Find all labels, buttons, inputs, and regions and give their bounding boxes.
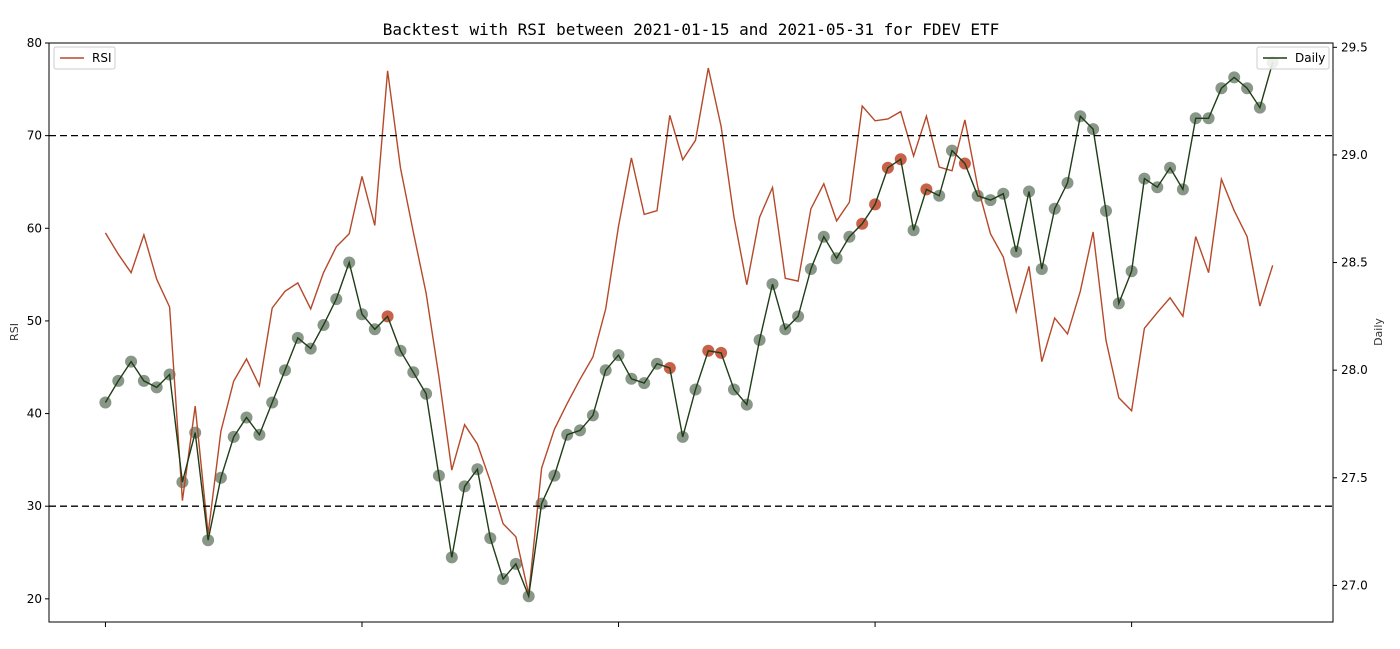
right-tick-label: 28.5 <box>1341 256 1368 270</box>
right-axis-ticks: 27.0 27.5 28.0 28.5 29.0 29.5 <box>1333 40 1368 592</box>
right-tick-label: 27.5 <box>1341 471 1368 485</box>
left-tick-label: 50 <box>27 314 42 328</box>
left-axis-ticks: 20 30 40 50 60 70 80 <box>27 36 49 606</box>
left-tick-label: 40 <box>27 407 42 421</box>
series-lines <box>104 62 1274 599</box>
chart-title: Backtest with RSI between 2021-01-15 and… <box>383 20 1000 39</box>
right-tick-label: 27.0 <box>1341 578 1368 592</box>
legend-rsi-label: RSI <box>92 51 112 65</box>
legend-daily-box <box>1256 46 1330 70</box>
plot-area-frame <box>48 42 1334 623</box>
left-tick-label: 70 <box>27 129 42 143</box>
right-tick-label: 29.5 <box>1341 40 1368 54</box>
legend-rsi: RSI <box>53 46 116 70</box>
legend-daily-label: Daily <box>1295 51 1325 65</box>
right-tick-label: 29.0 <box>1341 148 1368 162</box>
left-tick-label: 30 <box>27 499 42 513</box>
right-tick-label: 28.0 <box>1341 363 1368 377</box>
rsi-line <box>104 67 1274 595</box>
left-axis-label: RSI <box>8 323 21 341</box>
legend-daily: Daily <box>1256 46 1330 70</box>
right-axis-label: Daily <box>1372 318 1385 346</box>
threshold-lines <box>49 134 1333 507</box>
daily-markers <box>99 56 1279 603</box>
daily-line <box>104 62 1274 599</box>
legend-rsi-box <box>53 46 116 70</box>
left-tick-label: 20 <box>27 592 42 606</box>
x-axis-ticks <box>104 622 1133 627</box>
left-tick-label: 60 <box>27 221 42 235</box>
left-tick-label: 80 <box>27 36 42 50</box>
